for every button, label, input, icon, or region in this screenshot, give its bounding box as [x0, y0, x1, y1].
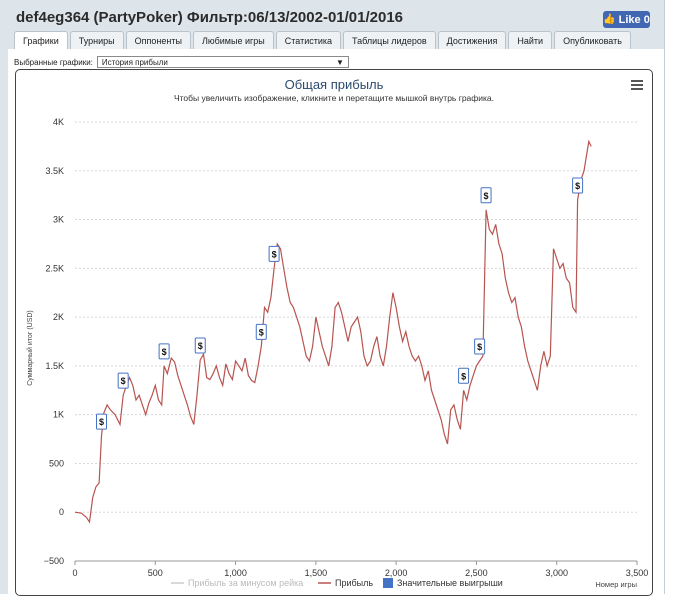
big-win-marker[interactable]: $	[255, 323, 267, 340]
chart-selector-label: Выбранные графики:	[14, 57, 93, 67]
y-tick-label: 2.5K	[45, 263, 64, 273]
y-tick-label: 2K	[53, 312, 64, 322]
x-tick-label: 2,000	[385, 568, 408, 578]
legend-item-profit[interactable]: Прибыль	[318, 578, 373, 588]
x-tick-label: 3,500	[626, 568, 649, 578]
big-win-marker[interactable]: $	[194, 337, 206, 354]
series-line-profit	[74, 139, 592, 524]
x-tick-label: 0	[72, 568, 77, 578]
dollar-icon: $	[121, 376, 126, 386]
chart-title: Общая прибыль	[285, 77, 384, 92]
y-axis-label: Суммарный итог (USD)	[26, 310, 34, 386]
tab-4[interactable]: Статистика	[275, 31, 342, 49]
hamburger-menu-icon[interactable]	[631, 80, 643, 90]
chart-select-value: История прибыли	[101, 57, 168, 67]
chart-container[interactable]: −500 0 500 1K 1.5K 2K 2.5K 3K 3.5K 4K 0 500 1,000 1,…	[15, 69, 653, 596]
y-axis: −500 0 500 1K 1.5K 2K 2.5K 3K 3.5K 4K	[44, 117, 64, 566]
x-tick-label: 3,000	[545, 568, 568, 578]
dollar-icon: $	[162, 347, 167, 357]
chart-select[interactable]: История прибыли ▼	[96, 56, 349, 68]
dollar-icon: $	[259, 327, 264, 337]
dollar-icon: $	[461, 371, 466, 381]
x-axis: 0 500 1,000 1,500 2,000 2,500 3,000 3,500	[72, 560, 649, 578]
tab-7[interactable]: Найти	[508, 31, 553, 49]
profit-chart[interactable]: −500 0 500 1K 1.5K 2K 2.5K 3K 3.5K 4K 0 500 1,000 1,…	[16, 70, 652, 595]
legend-item-rake[interactable]: Прибыль за минусом рейка	[171, 578, 303, 588]
y-tick-label: 3K	[53, 215, 64, 225]
like-label: Like 0	[618, 13, 650, 26]
tab-8[interactable]: Опубликовать	[554, 31, 631, 49]
grid-lines	[75, 121, 637, 562]
app-window: def4eg364 (PartyPoker) Фильтр:06/13/2002…	[0, 0, 665, 596]
legend-item-big-wins[interactable]: Значительные выигрыши	[383, 578, 503, 588]
legend-label-rake: Прибыль за минусом рейка	[188, 578, 303, 588]
facebook-like-button[interactable]: 👍 Like 0	[603, 11, 650, 28]
y-tick-label: 0	[59, 507, 64, 517]
y-tick-label: 3.5K	[45, 166, 64, 176]
tab-bar: Графики Турниры Оппоненты Любимые игры Стати…	[14, 31, 631, 50]
big-win-marker[interactable]: $	[572, 177, 584, 194]
y-tick-label: 1K	[53, 410, 64, 420]
tab-1[interactable]: Турниры	[69, 31, 124, 49]
y-tick-label: 1.5K	[45, 361, 64, 371]
dollar-icon: $	[272, 249, 277, 259]
title-bar: def4eg364 (PartyPoker) Фильтр:06/13/2002…	[0, 0, 664, 34]
chart-subtitle: Чтобы увеличить изображение, кликните и …	[174, 93, 494, 103]
big-win-marker[interactable]: $	[458, 367, 470, 384]
y-tick-label: −500	[44, 556, 64, 566]
dollar-icon: $	[99, 417, 104, 427]
x-tick-label: 500	[148, 568, 163, 578]
dollar-icon: $	[575, 181, 580, 191]
legend: Прибыль за минусом рейка Прибыль Значите…	[171, 578, 503, 588]
dollar-icon: $	[477, 342, 482, 352]
dollar-icon: $	[484, 191, 489, 201]
legend-label-big-wins: Значительные выигрыши	[397, 578, 503, 588]
tab-3[interactable]: Любимые игры	[192, 31, 274, 49]
dollar-icon: $	[198, 341, 203, 351]
big-win-marker[interactable]: $	[95, 413, 107, 430]
chart-selector-row: Выбранные графики: История прибыли ▼	[14, 56, 349, 68]
x-tick-label: 1,000	[224, 568, 247, 578]
chevron-down-icon: ▼	[335, 57, 344, 67]
x-tick-label: 2,500	[465, 568, 488, 578]
tab-6[interactable]: Достижения	[437, 31, 507, 49]
window-title: def4eg364 (PartyPoker) Фильтр:06/13/2002…	[16, 9, 404, 26]
thumbs-up-icon: 👍	[603, 14, 616, 25]
big-win-marker[interactable]: $	[480, 187, 492, 204]
big-win-marker[interactable]: $	[268, 245, 280, 262]
big-win-markers: $ $ $ $ $ $ $ $ $ $	[95, 177, 584, 430]
big-win-marker[interactable]: $	[158, 343, 170, 360]
tab-2[interactable]: Оппоненты	[125, 31, 191, 49]
main-content: Выбранные графики: История прибыли ▼ −50…	[8, 49, 664, 596]
big-win-marker[interactable]: $	[117, 372, 129, 389]
legend-label-profit: Прибыль	[335, 578, 373, 588]
big-win-marker[interactable]: $	[474, 338, 486, 355]
tab-5[interactable]: Таблицы лидеров	[343, 31, 436, 49]
x-axis-label: Номер игры	[595, 580, 637, 589]
tab-0[interactable]: Графики	[14, 31, 68, 50]
x-tick-label: 1,500	[305, 568, 328, 578]
y-tick-label: 4K	[53, 117, 64, 127]
y-tick-label: 500	[49, 458, 64, 468]
